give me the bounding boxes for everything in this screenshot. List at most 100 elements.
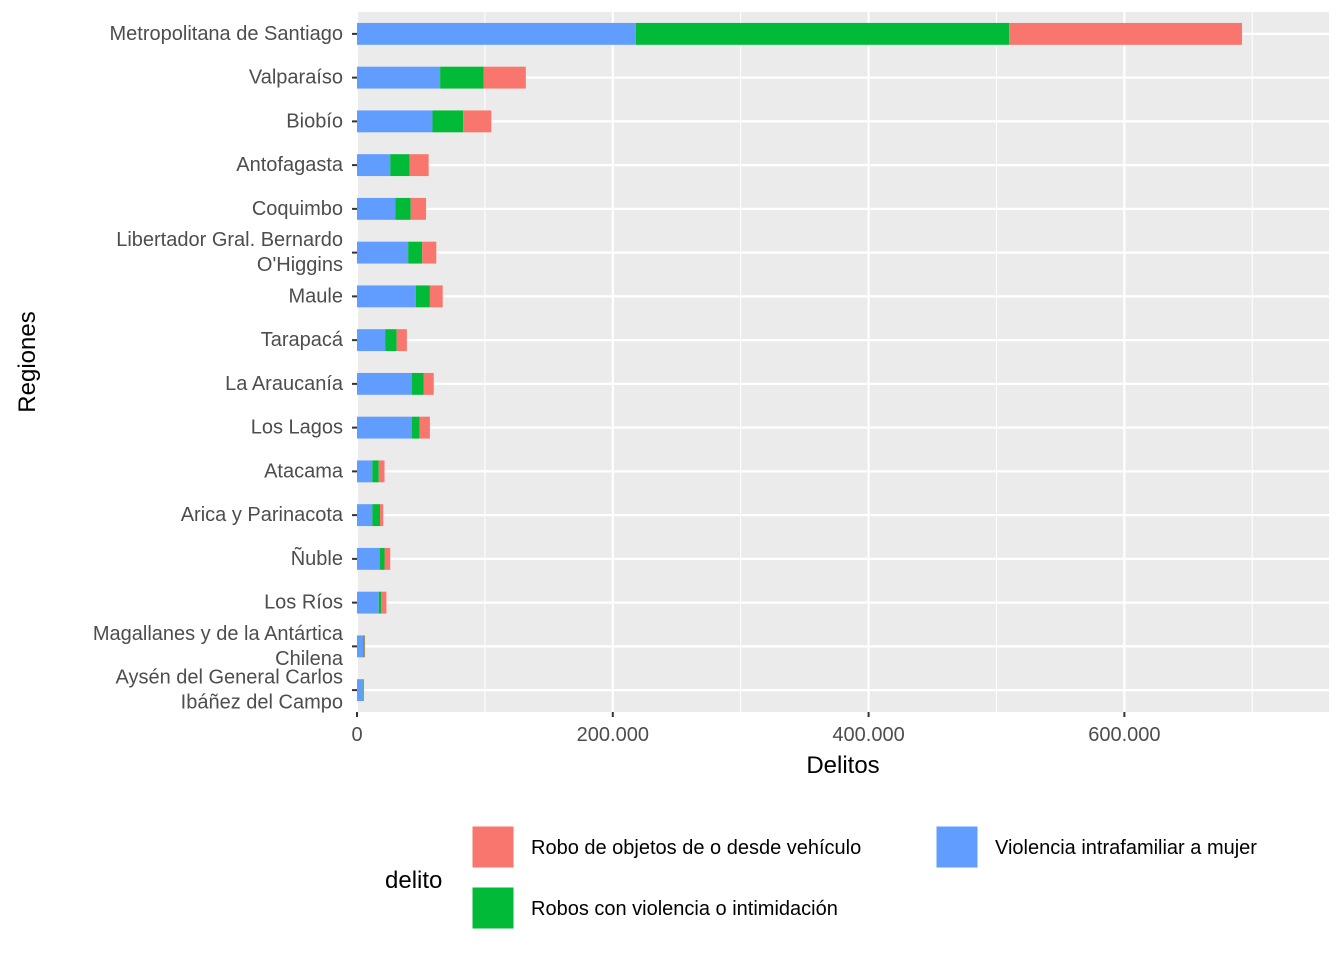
y-tick-label: Arica y Parinacota: [181, 504, 344, 526]
bar-segment: [364, 635, 366, 658]
legend-label: Violencia intrafamiliar a mujer: [995, 837, 1257, 859]
y-tick-label-line: La Araucanía: [225, 373, 344, 395]
y-tick-label: Tarapacá: [261, 329, 344, 351]
y-tick-label: Coquimbo: [252, 198, 343, 220]
y-tick-label-line: Libertador Gral. Bernardo: [116, 229, 343, 251]
x-axis: 0 200.000 400.000 600.000: [351, 712, 1161, 746]
y-tick-label: Aysén del General Carlos Ibáñez del Campo: [115, 667, 343, 714]
legend-title: delito: [385, 867, 442, 894]
y-tick-label: Ñuble: [291, 546, 343, 570]
bar-segment: [357, 110, 433, 133]
y-tick-label-line: Chilena: [275, 648, 344, 670]
y-tick-label-line: Antofagasta: [236, 154, 344, 176]
bar-segment: [357, 285, 416, 308]
bar-segment: [423, 372, 434, 395]
bar-segment: [357, 416, 412, 439]
bar-segment: [429, 285, 443, 308]
y-axis-title: Regiones: [14, 311, 41, 412]
y-tick-label: Atacama: [264, 460, 344, 482]
y-axis: Metropolitana de Santiago Valparaíso Biobí…: [93, 23, 357, 714]
y-tick-label-line: Atacama: [264, 460, 344, 482]
bar-segment: [372, 504, 381, 527]
y-tick-label-line: O'Higgins: [257, 254, 343, 276]
bar-segment: [357, 679, 363, 702]
y-tick-label-line: Ñuble: [291, 546, 343, 570]
legend-label: Robos con violencia o intimidación: [531, 898, 838, 920]
bar-segment: [372, 460, 379, 483]
y-tick-label-line: Tarapacá: [261, 329, 344, 351]
panel-background: [357, 12, 1329, 712]
bar-segment: [357, 635, 364, 658]
bar-segment: [357, 22, 636, 45]
bar-segment: [357, 372, 412, 395]
bar-segment: [419, 416, 430, 439]
bar-segment: [381, 591, 387, 614]
legend: delito Robo de objetos de o desde vehícu…: [385, 825, 1257, 930]
bar-segment: [363, 679, 365, 702]
bar-segment: [357, 66, 441, 89]
bar-segment: [384, 547, 391, 570]
y-tick-label: Maule: [289, 285, 343, 307]
y-tick-label: Biobío: [286, 110, 343, 132]
bar-segment: [362, 679, 364, 702]
bar-segment: [357, 329, 386, 352]
y-tick-label: La Araucanía: [225, 373, 344, 395]
y-tick-label-line: Maule: [289, 285, 343, 307]
bar-segment: [385, 329, 397, 352]
y-tick-label-line: Aysén del General Carlos: [115, 667, 343, 689]
y-tick-label-line: Ibáñez del Campo: [181, 692, 343, 714]
y-tick-label-line: Arica y Parinacota: [181, 504, 344, 526]
y-tick-label-line: Los Lagos: [251, 417, 343, 439]
bar-segment: [380, 504, 384, 527]
grid-lines: [355, 12, 1329, 712]
y-tick-label: Los Ríos: [264, 592, 343, 614]
bar-segment: [357, 197, 396, 220]
legend-key: [471, 825, 515, 869]
bar-segment: [440, 66, 484, 89]
legend-key: [935, 825, 979, 869]
bar-segment: [357, 547, 381, 570]
x-tick-label: 200.000: [577, 724, 649, 746]
bar-segment: [378, 591, 382, 614]
y-tick-label-line: Los Ríos: [264, 592, 343, 614]
y-tick-label-line: Metropolitana de Santiago: [110, 23, 344, 45]
x-tick-label: 0: [351, 724, 362, 746]
bar-segment: [422, 241, 437, 264]
legend-key: [471, 886, 515, 930]
y-tick-label: Los Lagos: [251, 417, 343, 439]
y-tick-label: Metropolitana de Santiago: [110, 23, 344, 45]
y-tick-label: Antofagasta: [236, 154, 344, 176]
y-tick-label-line: Biobío: [286, 110, 343, 132]
bar-segment: [357, 504, 373, 527]
y-tick-label-line: Valparaíso: [249, 67, 343, 89]
bar-segment: [432, 110, 464, 133]
bar-segment: [380, 547, 385, 570]
y-tick-label: Valparaíso: [249, 67, 343, 89]
bar-segment: [411, 416, 420, 439]
bar-segment: [390, 154, 410, 177]
y-tick-label-line: Coquimbo: [252, 198, 343, 220]
bar-segment: [635, 22, 1010, 45]
bar-segment: [408, 241, 423, 264]
y-tick-label: Libertador Gral. Bernardo O'Higgins: [116, 229, 343, 276]
bar-segment: [396, 329, 407, 352]
bar-segment: [395, 197, 411, 220]
bars: [357, 22, 1243, 702]
bar-segment: [483, 66, 526, 89]
legend-label: Robo de objetos de o desde vehículo: [531, 837, 861, 859]
bar-segment: [415, 285, 430, 308]
bar-segment: [463, 110, 492, 133]
bar-segment: [411, 372, 424, 395]
bar-segment: [363, 635, 365, 658]
bar-segment: [410, 197, 427, 220]
bar-segment: [357, 154, 391, 177]
bar-segment: [357, 460, 373, 483]
y-tick-label: Magallanes y de la Antártica Chilena: [93, 623, 344, 670]
bar-segment: [357, 241, 409, 264]
x-tick-label: 400.000: [832, 724, 904, 746]
y-tick-label-line: Magallanes y de la Antártica: [93, 623, 344, 645]
bar-segment: [357, 591, 379, 614]
bar-segment: [378, 460, 385, 483]
bar-segment: [1009, 22, 1243, 45]
